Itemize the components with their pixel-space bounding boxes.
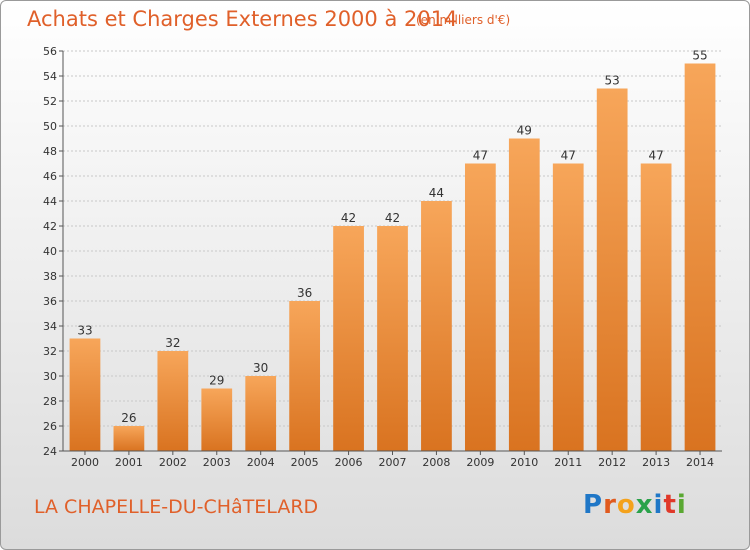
- bar-2000: [69, 338, 101, 451]
- y-tick-label: 50: [43, 120, 57, 133]
- data-label-2011: 47: [561, 149, 576, 163]
- x-tick-label-2014: 2014: [686, 456, 714, 469]
- y-tick-label: 30: [43, 370, 57, 383]
- y-tick-label: 42: [43, 220, 57, 233]
- bars: 33 26 32 29 30 36 42 42 44 47 49 47 53 47 55: [69, 49, 716, 451]
- logo-letter: x: [635, 490, 654, 520]
- bar-2012: [596, 88, 628, 451]
- logo-letter: t: [663, 490, 677, 520]
- bar-2005: [289, 301, 321, 451]
- x-tick-label-2006: 2006: [335, 456, 363, 469]
- data-label-2007: 42: [385, 211, 400, 225]
- bar-2013: [640, 163, 672, 451]
- y-tick-label: 34: [43, 320, 57, 333]
- y-tick-label: 26: [43, 420, 57, 433]
- data-label-2012: 53: [605, 74, 620, 88]
- x-tick-label-2003: 2003: [203, 456, 231, 469]
- logo-letter: P: [583, 490, 604, 520]
- logo-letter: o: [616, 490, 636, 520]
- bar-2009: [464, 163, 496, 451]
- chart-subtitle: (en milliers d'€): [416, 13, 511, 27]
- x-tick-label-2005: 2005: [291, 456, 319, 469]
- x-tick-label-2007: 2007: [379, 456, 407, 469]
- bar-2003: [201, 388, 233, 451]
- bar-2008: [421, 201, 452, 451]
- logo-letter: r: [603, 490, 617, 520]
- bar-2010: [508, 138, 540, 451]
- x-tick-label-2008: 2008: [422, 456, 450, 469]
- y-tick-label: 52: [43, 95, 57, 108]
- bar-2002: [157, 351, 189, 451]
- x-tick-label-2002: 2002: [159, 456, 187, 469]
- data-label-2003: 29: [209, 374, 224, 388]
- data-label-2002: 32: [165, 336, 180, 350]
- bar-2001: [113, 426, 145, 451]
- y-tick-label: 28: [43, 395, 57, 408]
- x-tick-label-2004: 2004: [247, 456, 275, 469]
- bar-2011: [552, 163, 584, 451]
- y-tick-label: 44: [43, 195, 57, 208]
- x-tick-label-2013: 2013: [642, 456, 670, 469]
- logo-letter: i: [653, 490, 664, 520]
- x-tick-label-2000: 2000: [71, 456, 99, 469]
- bar-2004: [245, 376, 277, 451]
- y-tick-label: 48: [43, 145, 57, 158]
- data-label-2004: 30: [253, 361, 268, 375]
- x-tick-label-2012: 2012: [598, 456, 626, 469]
- data-label-2000: 33: [77, 324, 92, 338]
- data-label-2014: 55: [692, 49, 707, 63]
- place-name: LA CHAPELLE-DU-CHâTELARD: [34, 496, 319, 518]
- data-label-2008: 44: [429, 186, 444, 200]
- y-tick-label: 54: [43, 70, 57, 83]
- x-tick-label-2001: 2001: [115, 456, 143, 469]
- y-tick-label: 56: [43, 45, 57, 58]
- bar-2006: [333, 226, 364, 451]
- y-tick-label: 38: [43, 270, 57, 283]
- proxiti-logo: Proxiti: [583, 490, 687, 520]
- logo-letter: i: [676, 490, 687, 520]
- data-label-2013: 47: [648, 149, 663, 163]
- axes: 24 26 28 30 32 34 36 38 40 42 44 46 48 50 52 54 56 2000 20…: [43, 45, 722, 469]
- y-tick-label: 24: [43, 445, 57, 458]
- y-tick-label: 36: [43, 295, 57, 308]
- data-label-2001: 26: [121, 411, 136, 425]
- data-label-2006: 42: [341, 211, 356, 225]
- x-tick-label-2011: 2011: [554, 456, 582, 469]
- y-tick-label: 32: [43, 345, 57, 358]
- data-label-2009: 47: [473, 149, 488, 163]
- chart-title: Achats et Charges Externes 2000 à 2014: [27, 7, 458, 31]
- x-tick-label-2010: 2010: [510, 456, 538, 469]
- y-tick-label: 46: [43, 170, 57, 183]
- y-tick-label: 40: [43, 245, 57, 258]
- bar-2007: [377, 226, 408, 451]
- data-label-2010: 49: [517, 124, 532, 138]
- bar-2014: [684, 63, 716, 451]
- x-tick-label-2009: 2009: [466, 456, 494, 469]
- data-label-2005: 36: [297, 286, 312, 300]
